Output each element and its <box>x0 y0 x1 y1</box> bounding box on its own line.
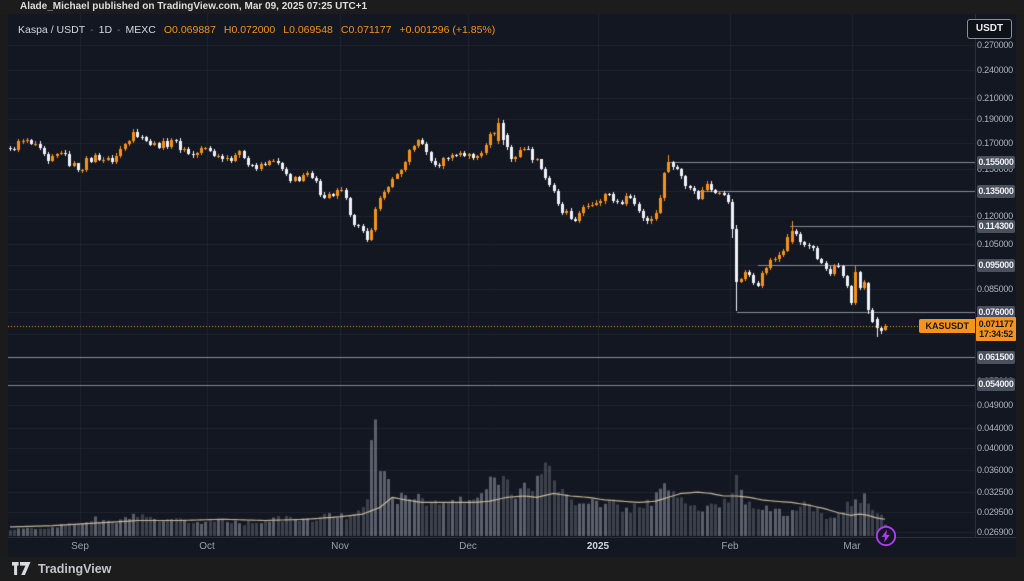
price-level-badge[interactable]: 0.155000 <box>977 155 1015 169</box>
current-price-value: 0.071177 <box>978 319 1014 330</box>
footer-bar: TradingView <box>0 557 1024 581</box>
ohlc-close-value: C0.071177 <box>340 24 392 36</box>
price-axis-label: 0.270000 <box>977 40 1013 50</box>
exchange-label[interactable]: MEXC <box>125 24 156 36</box>
price-axis-label: 0.036000 <box>977 465 1013 476</box>
symbol-flag-label: KASUSDT <box>925 321 969 332</box>
time-axis-month-label: Dec <box>459 541 477 552</box>
price-axis-label: 0.085000 <box>977 283 1013 294</box>
countdown-timer: 17:34:52 <box>979 329 1013 340</box>
price-chart-canvas[interactable] <box>8 14 975 537</box>
boost-lightning-icon[interactable] <box>875 525 897 547</box>
ohlc-high-value: H0.072000 <box>223 24 276 36</box>
attribution-bar: Alade_Michael published on TradingView.c… <box>0 0 1024 14</box>
price-level-badge[interactable]: 0.054000 <box>977 378 1015 392</box>
tradingview-brand[interactable]: TradingView <box>38 562 112 576</box>
price-level-badge[interactable]: 0.061500 <box>977 350 1015 364</box>
price-level-badge[interactable]: 0.135000 <box>977 184 1015 198</box>
legend-separator: - <box>90 24 94 36</box>
ohlc-open-value: O0.069887 <box>163 24 216 36</box>
symbol-price-flag: KASUSDT <box>919 319 975 334</box>
current-price-badge: 0.071177 17:34:52 <box>976 317 1016 342</box>
price-axis[interactable]: 0.270000 0.240000 0.210000 0.190000 0.170000… <box>975 14 1016 537</box>
price-axis-label: 0.032500 <box>977 486 1013 497</box>
ohlc-low-value: L0.069548 <box>283 24 333 36</box>
currency-toggle-button[interactable]: USDT <box>967 19 1012 39</box>
time-axis-year-label: 2025 <box>586 541 610 552</box>
time-axis-month-label: Mar <box>843 541 861 552</box>
time-axis-month-label: Oct <box>199 541 215 552</box>
time-axis-month-label: Feb <box>721 541 739 552</box>
chart-frame: Kaspa / USDT - 1D - MEXC O0.069887 H0.07… <box>8 14 1016 557</box>
price-axis-label: 0.049000 <box>977 400 1013 411</box>
interval-label[interactable]: 1D <box>98 24 113 36</box>
price-axis-label: 0.044000 <box>977 422 1013 433</box>
price-axis-label: 0.210000 <box>977 93 1013 104</box>
price-level-badge[interactable]: 0.114300 <box>977 219 1015 233</box>
price-axis-label: 0.190000 <box>977 114 1013 125</box>
attribution-text: Alade_Michael published on TradingView.c… <box>20 1 368 12</box>
price-axis-label: 0.026900 <box>977 526 1013 537</box>
tradingview-logo-icon[interactable] <box>12 562 31 576</box>
price-axis-label: 0.040000 <box>977 442 1013 453</box>
time-axis-month-label: Sep <box>71 541 89 552</box>
price-axis-label: 0.029500 <box>977 507 1013 518</box>
price-level-badge[interactable]: 0.095000 <box>977 258 1015 272</box>
time-axis-month-label: Nov <box>331 541 349 552</box>
time-axis[interactable]: Sep Oct Nov Dec 2025 Feb Mar <box>8 537 1016 557</box>
symbol-title[interactable]: Kaspa / USDT <box>18 24 86 36</box>
symbol-legend[interactable]: Kaspa / USDT - 1D - MEXC O0.069887 H0.07… <box>18 22 495 38</box>
price-axis-label: 0.170000 <box>977 137 1013 148</box>
price-axis-label: 0.105000 <box>977 239 1013 250</box>
price-axis-label: 0.240000 <box>977 64 1013 75</box>
price-axis-label: 0.150000 <box>977 164 1013 175</box>
price-level-badge[interactable]: 0.076000 <box>977 305 1015 319</box>
legend-separator: - <box>117 24 121 36</box>
price-axis-label: 0.120000 <box>977 211 1013 222</box>
ohlc-change-value: +0.001296 (+1.85%) <box>399 24 496 36</box>
